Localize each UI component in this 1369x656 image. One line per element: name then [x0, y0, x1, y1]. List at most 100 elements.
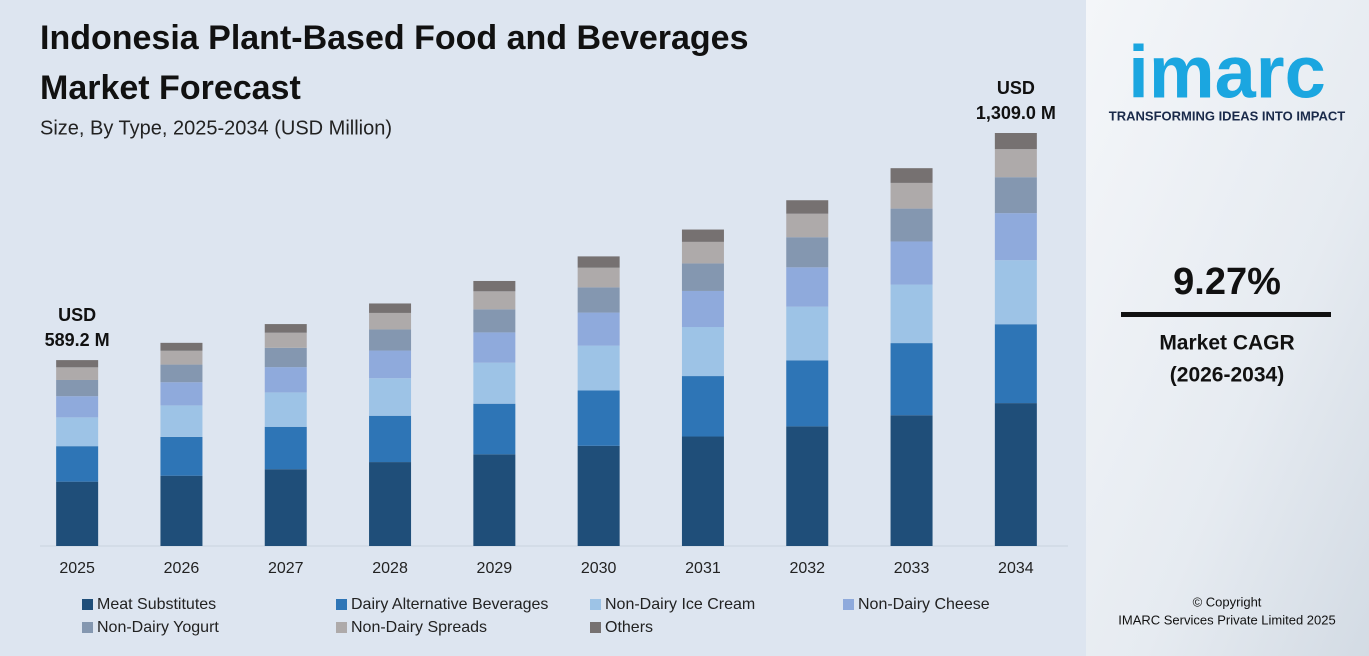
x-tick-label: 2028	[372, 560, 408, 577]
bar-segment	[56, 360, 99, 368]
bar-segment	[56, 481, 99, 546]
legend-swatch	[590, 599, 601, 610]
legend-swatch	[82, 599, 93, 610]
bar-segment	[264, 347, 307, 368]
side-panel	[1086, 0, 1369, 656]
bar-segment	[786, 306, 829, 361]
copyright: IMARC Services Private Limited 2025	[1118, 612, 1335, 627]
bar-segment	[890, 208, 933, 242]
legend-label: Non-Dairy Cheese	[858, 596, 990, 613]
legend-label: Non-Dairy Yogurt	[97, 619, 219, 636]
total-label: 1,309.0 M	[976, 103, 1056, 123]
x-tick-label: 2031	[685, 560, 721, 577]
bar-segment	[681, 436, 724, 546]
bar-segment	[681, 290, 724, 328]
bar-segment	[473, 332, 516, 363]
bar-segment	[56, 396, 99, 418]
bar-segment	[160, 350, 203, 365]
bar-segment	[994, 260, 1037, 325]
x-tick-label: 2033	[894, 560, 930, 577]
bar-segment	[369, 312, 412, 330]
chart-title: Indonesia Plant-Based Food and Beverages	[40, 19, 749, 57]
legend-label: Non-Dairy Ice Cream	[605, 596, 755, 613]
bar-segment	[994, 177, 1037, 214]
bar-segment	[369, 415, 412, 463]
bar-segment	[56, 417, 99, 447]
bar-segment	[786, 200, 829, 214]
bar-segment	[473, 291, 516, 310]
bar-segment	[786, 237, 829, 268]
bar-segment	[264, 367, 307, 393]
chart-title: Market Forecast	[40, 69, 301, 107]
legend-label: Meat Substitutes	[97, 596, 216, 613]
bar-segment	[160, 405, 203, 437]
bar-segment	[786, 267, 829, 307]
x-tick-label: 2030	[581, 560, 617, 577]
bar-segment	[890, 241, 933, 285]
bar-segment	[264, 392, 307, 427]
bar-segment	[577, 445, 620, 546]
legend-label: Others	[605, 619, 653, 636]
divider	[1121, 312, 1331, 317]
cagr-value: 9.27%	[1173, 261, 1281, 303]
bar-segment	[473, 403, 516, 455]
bar-segment	[160, 364, 203, 383]
bar-segment	[369, 462, 412, 546]
bar-segment	[994, 133, 1037, 150]
bar-segment	[264, 324, 307, 333]
bar-segment	[264, 426, 307, 470]
bar-segment	[369, 303, 412, 313]
bar-segment	[56, 446, 99, 482]
bar-segment	[681, 327, 724, 377]
bar-segment	[577, 287, 620, 313]
bar-segment	[577, 390, 620, 446]
x-tick-label: 2025	[59, 560, 95, 577]
total-label: USD	[997, 78, 1035, 98]
legend-swatch	[843, 599, 854, 610]
bar-segment	[264, 332, 307, 348]
bar-segment	[786, 426, 829, 546]
bar-segment	[369, 378, 412, 416]
x-tick-label: 2034	[998, 560, 1034, 577]
bar-segment	[577, 345, 620, 391]
cagr-label: Market CAGR	[1159, 332, 1294, 355]
x-tick-label: 2026	[164, 560, 200, 577]
legend-swatch	[336, 599, 347, 610]
bar-segment	[160, 475, 203, 546]
copyright: © Copyright	[1193, 594, 1262, 609]
bar-segment	[473, 280, 516, 292]
legend-swatch	[82, 622, 93, 633]
x-tick-label: 2029	[477, 560, 513, 577]
bar-segment	[994, 324, 1037, 404]
legend-label: Dairy Alternative Beverages	[351, 596, 548, 613]
bar-segment	[160, 342, 203, 351]
bar-segment	[160, 436, 203, 476]
x-tick-label: 2032	[789, 560, 825, 577]
bar-segment	[681, 229, 724, 242]
legend-swatch	[590, 622, 601, 633]
bar-segment	[994, 149, 1037, 178]
bar-segment	[56, 379, 99, 397]
bar-segment	[577, 312, 620, 346]
bar-segment	[890, 284, 933, 344]
bar-segment	[890, 168, 933, 183]
bar-segment	[681, 376, 724, 437]
bar-segment	[890, 415, 933, 546]
tagline: TRANSFORMING IDEAS INTO IMPACT	[1109, 108, 1345, 123]
bar-segment	[786, 360, 829, 427]
bar-segment	[681, 263, 724, 291]
bar-segment	[160, 382, 203, 406]
total-label: USD	[58, 305, 96, 325]
bar-segment	[264, 469, 307, 546]
bar-segment	[473, 309, 516, 333]
bar-segment	[369, 350, 412, 379]
cagr-period: (2026-2034)	[1170, 364, 1284, 387]
legend-swatch	[336, 622, 347, 633]
bar-segment	[890, 182, 933, 209]
bar-segment	[994, 403, 1037, 546]
bar-segment	[890, 343, 933, 416]
bar-segment	[786, 213, 829, 238]
x-tick-label: 2027	[268, 560, 304, 577]
bar-segment	[681, 241, 724, 264]
